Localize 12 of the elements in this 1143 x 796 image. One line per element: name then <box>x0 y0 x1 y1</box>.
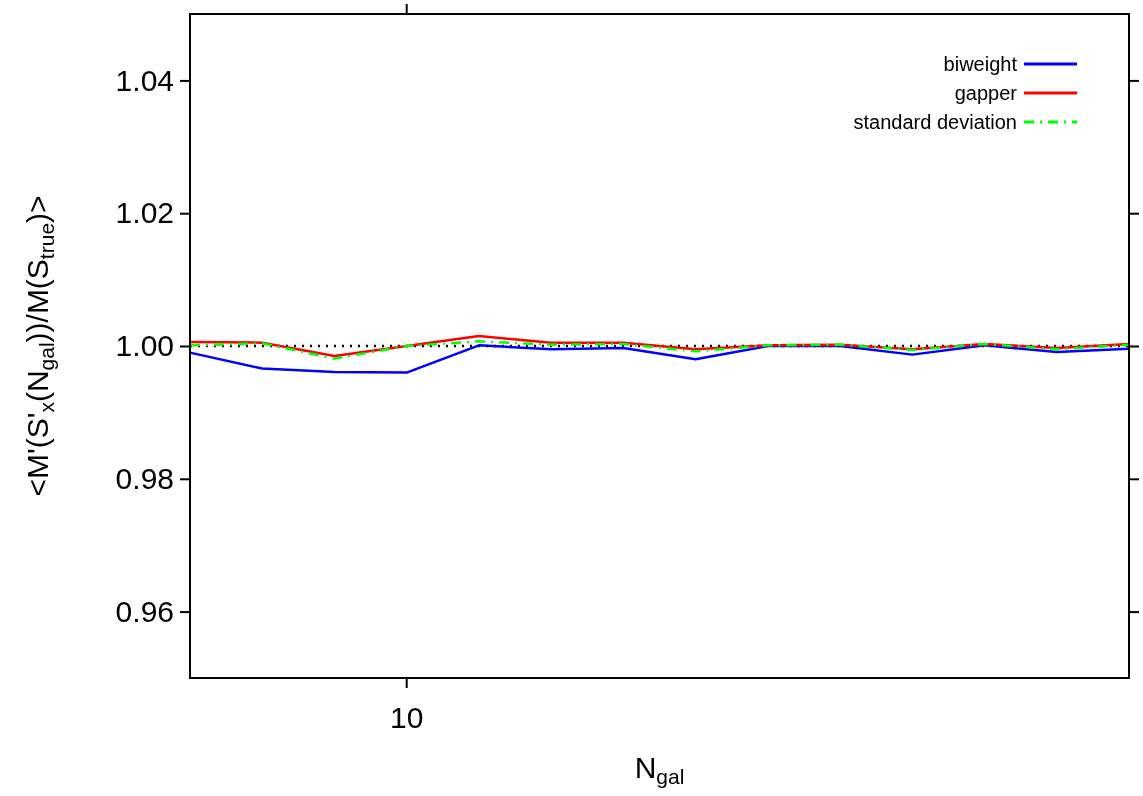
x-axis-title: N$_{gal}$ <box>634 751 685 789</box>
x-tick-label: 10 <box>390 701 424 734</box>
line-series <box>188 340 1131 360</box>
legend-label: biweight <box>943 53 1018 75</box>
y-tick-label: 1.04 <box>115 63 174 97</box>
y-tick-label: 1.02 <box>115 196 174 230</box>
y-tick-label: 1.00 <box>115 329 174 363</box>
legend-label: gapper <box>954 82 1018 104</box>
line-series <box>188 344 1131 374</box>
y-tick-label: 0.96 <box>115 594 174 628</box>
y-tick-label: 0.98 <box>115 461 174 495</box>
legend-label: standard deviation <box>853 111 1017 133</box>
